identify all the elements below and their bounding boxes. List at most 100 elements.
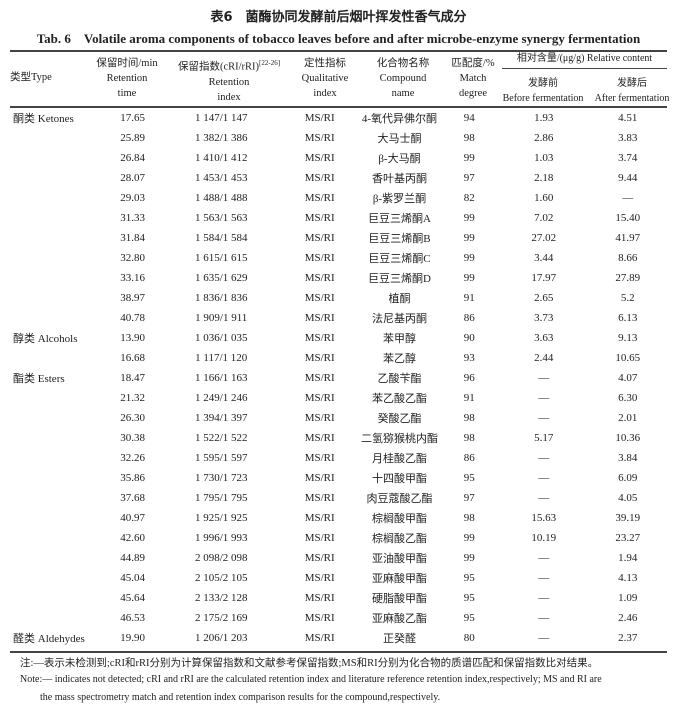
- cell-before-fermentation: 15.63: [531, 512, 557, 524]
- cell-before-fermentation: 2.18: [534, 172, 554, 184]
- cell-retention-index: 1 249/1 246: [194, 392, 248, 404]
- cell-type: [10, 188, 103, 208]
- cell-retention-time: 31.33: [120, 212, 146, 224]
- cell-retention-time: 35.86: [120, 472, 146, 484]
- cell-retention-index: 1 795/1 795: [194, 492, 248, 504]
- table-row: 44.89 2 098/2 098 MS/RI 亚油酸甲酯 99 — 1.94: [10, 548, 667, 568]
- cell-type: [10, 248, 103, 268]
- cell-compound-name: 棕榈酸甲酯: [371, 513, 427, 525]
- table-row: 26.30 1 394/1 397 MS/RI 癸酸乙酯 98 — 2.01: [10, 408, 667, 428]
- cell-retention-index: 1 117/1 120: [195, 352, 248, 364]
- table-title-cn: 表6 菌酶协同发酵前后烟叶挥发性香气成分: [210, 10, 467, 25]
- cell-after-fermentation: 39.19: [615, 512, 641, 524]
- data-table: 酮类 Ketones 17.65 1 147/1 147 MS/RI 4-氧代异佛尔酮 9…: [10, 108, 667, 648]
- table-row: 26.84 1 410/1 412 MS/RI β-大马酮 99 1.03 3.74: [10, 148, 667, 168]
- cell-retention-index: 1 925/1 925: [194, 512, 248, 524]
- cell-retention-time: 32.80: [120, 252, 146, 264]
- table-row: 45.64 2 133/2 128 MS/RI 硬脂酸甲酯 95 — 1.09: [10, 588, 667, 608]
- header-ri-ref: [22-26]: [259, 59, 281, 67]
- cell-qualitative-index: MS/RI: [304, 372, 335, 384]
- cell-retention-time: 37.68: [120, 492, 146, 504]
- header-comp-cn: 化合物名称: [376, 58, 430, 69]
- cell-match-degree: 82: [463, 192, 475, 204]
- cell-before-fermentation: —: [538, 392, 550, 404]
- header-type: 类型Type: [10, 72, 52, 83]
- cell-before-fermentation: 17.97: [531, 272, 557, 284]
- header-time-cn: 保留时间/min: [96, 58, 158, 69]
- cell-type: [10, 388, 103, 408]
- table-row: 25.89 1 382/1 386 MS/RI 大马士酮 98 2.86 3.83: [10, 128, 667, 148]
- header-ri: 保留指数(cRI/rRI)[22-26] Retention index: [172, 56, 286, 105]
- cell-match-degree: 98: [463, 432, 475, 444]
- cell-match-degree: 99: [463, 532, 475, 544]
- cell-match-degree: 99: [463, 212, 475, 224]
- cell-compound-name: 乙酸苄酯: [377, 373, 422, 385]
- table-row: 30.38 1 522/1 522 MS/RI 二氢猕猴桃内酯 98 5.17 10.36: [10, 428, 667, 448]
- cell-after-fermentation: 27.89: [615, 272, 641, 284]
- cell-retention-time: 31.84: [120, 232, 146, 244]
- cell-before-fermentation: 5.17: [534, 432, 554, 444]
- bottom-rule: [10, 651, 667, 653]
- cell-qualitative-index: MS/RI: [304, 112, 335, 124]
- cell-before-fermentation: —: [538, 592, 550, 604]
- header-rule: [10, 106, 667, 108]
- cell-type: 酯类 Esters: [13, 373, 65, 385]
- cell-retention-index: 1 488/1 488: [194, 192, 248, 204]
- cell-match-degree: 99: [463, 152, 475, 164]
- table-row: 酯类 Esters 18.47 1 166/1 163 MS/RI 乙酸苄酯 96 — 4.0…: [10, 368, 667, 388]
- cell-before-fermentation: 1.03: [534, 152, 554, 164]
- cell-compound-name: 法尼基丙酮: [371, 313, 427, 325]
- table-row: 40.78 1 909/1 911 MS/RI 法尼基丙酮 86 3.73 6.13: [10, 308, 667, 328]
- cell-before-fermentation: —: [538, 612, 550, 624]
- table-row: 31.33 1 563/1 563 MS/RI 巨豆三烯酮A 99 7.02 15.40: [10, 208, 667, 228]
- cell-retention-time: 46.53: [120, 612, 146, 624]
- header-qual: 定性指标 Qualitative index: [293, 56, 357, 101]
- cell-after-fermentation: 2.46: [618, 612, 638, 624]
- cell-retention-index: 2 175/2 169: [194, 612, 248, 624]
- cell-compound-name: 月桂酸乙酯: [371, 453, 427, 465]
- cell-before-fermentation: 10.19: [531, 532, 557, 544]
- cell-before-fermentation: 27.02: [531, 232, 557, 244]
- cell-compound-name: 亚麻酸甲酯: [371, 573, 427, 585]
- cell-after-fermentation: 10.36: [615, 432, 641, 444]
- cell-match-degree: 97: [463, 492, 475, 504]
- note-cn: 注:—表示未检测到;cRI和rRI分别为计算保留指数和文献参考保留指数;MS和R…: [20, 658, 599, 669]
- cell-qualitative-index: MS/RI: [304, 532, 335, 544]
- cell-retention-index: 1 836/1 836: [194, 292, 248, 304]
- cell-before-fermentation: —: [538, 552, 550, 564]
- cell-compound-name: 4-氧代异佛尔酮: [361, 113, 438, 125]
- header-subrule: [502, 68, 667, 69]
- cell-qualitative-index: MS/RI: [304, 312, 335, 324]
- cell-before-fermentation: 2.65: [534, 292, 554, 304]
- cell-compound-name: 巨豆三烯酮D: [367, 273, 431, 285]
- cell-after-fermentation: 9.44: [618, 172, 638, 184]
- table-row: 33.16 1 635/1 629 MS/RI 巨豆三烯酮D 99 17.97 27.89: [10, 268, 667, 288]
- header-compound: 化合物名称 Compound name: [370, 56, 436, 101]
- cell-retention-index: 1 635/1 629: [194, 272, 248, 284]
- table-row: 45.04 2 105/2 105 MS/RI 亚麻酸甲酯 95 — 4.13: [10, 568, 667, 588]
- cell-retention-index: 1 394/1 397: [194, 412, 248, 424]
- cell-after-fermentation: 4.51: [618, 112, 638, 124]
- header-time: 保留时间/min Retention time: [92, 56, 162, 101]
- cell-compound-name: 大马士酮: [377, 133, 422, 145]
- cell-type: [10, 308, 103, 328]
- cell-retention-index: 1 563/1 563: [194, 212, 248, 224]
- cell-qualitative-index: MS/RI: [304, 432, 335, 444]
- cell-match-degree: 94: [463, 112, 475, 124]
- cell-compound-name: 苯乙醇: [382, 353, 416, 365]
- cell-type: [10, 268, 103, 288]
- cell-match-degree: 95: [463, 472, 475, 484]
- header-after-en: After fermentation: [594, 93, 670, 104]
- table-row: 酮类 Ketones 17.65 1 147/1 147 MS/RI 4-氧代异佛尔酮 9…: [10, 108, 667, 128]
- cell-retention-index: 1 410/1 412: [194, 152, 248, 164]
- cell-type: [10, 548, 103, 568]
- cell-before-fermentation: 3.63: [534, 332, 554, 344]
- cell-type: [10, 168, 103, 188]
- cell-retention-index: 1 382/1 386: [194, 132, 248, 144]
- cell-compound-name: 棕榈酸乙酯: [371, 533, 427, 545]
- cell-before-fermentation: 3.73: [534, 312, 554, 324]
- cell-after-fermentation: 6.13: [618, 312, 638, 324]
- cell-before-fermentation: —: [538, 572, 550, 584]
- header-match-en: Match: [459, 73, 487, 84]
- cell-after-fermentation: 4.13: [618, 572, 638, 584]
